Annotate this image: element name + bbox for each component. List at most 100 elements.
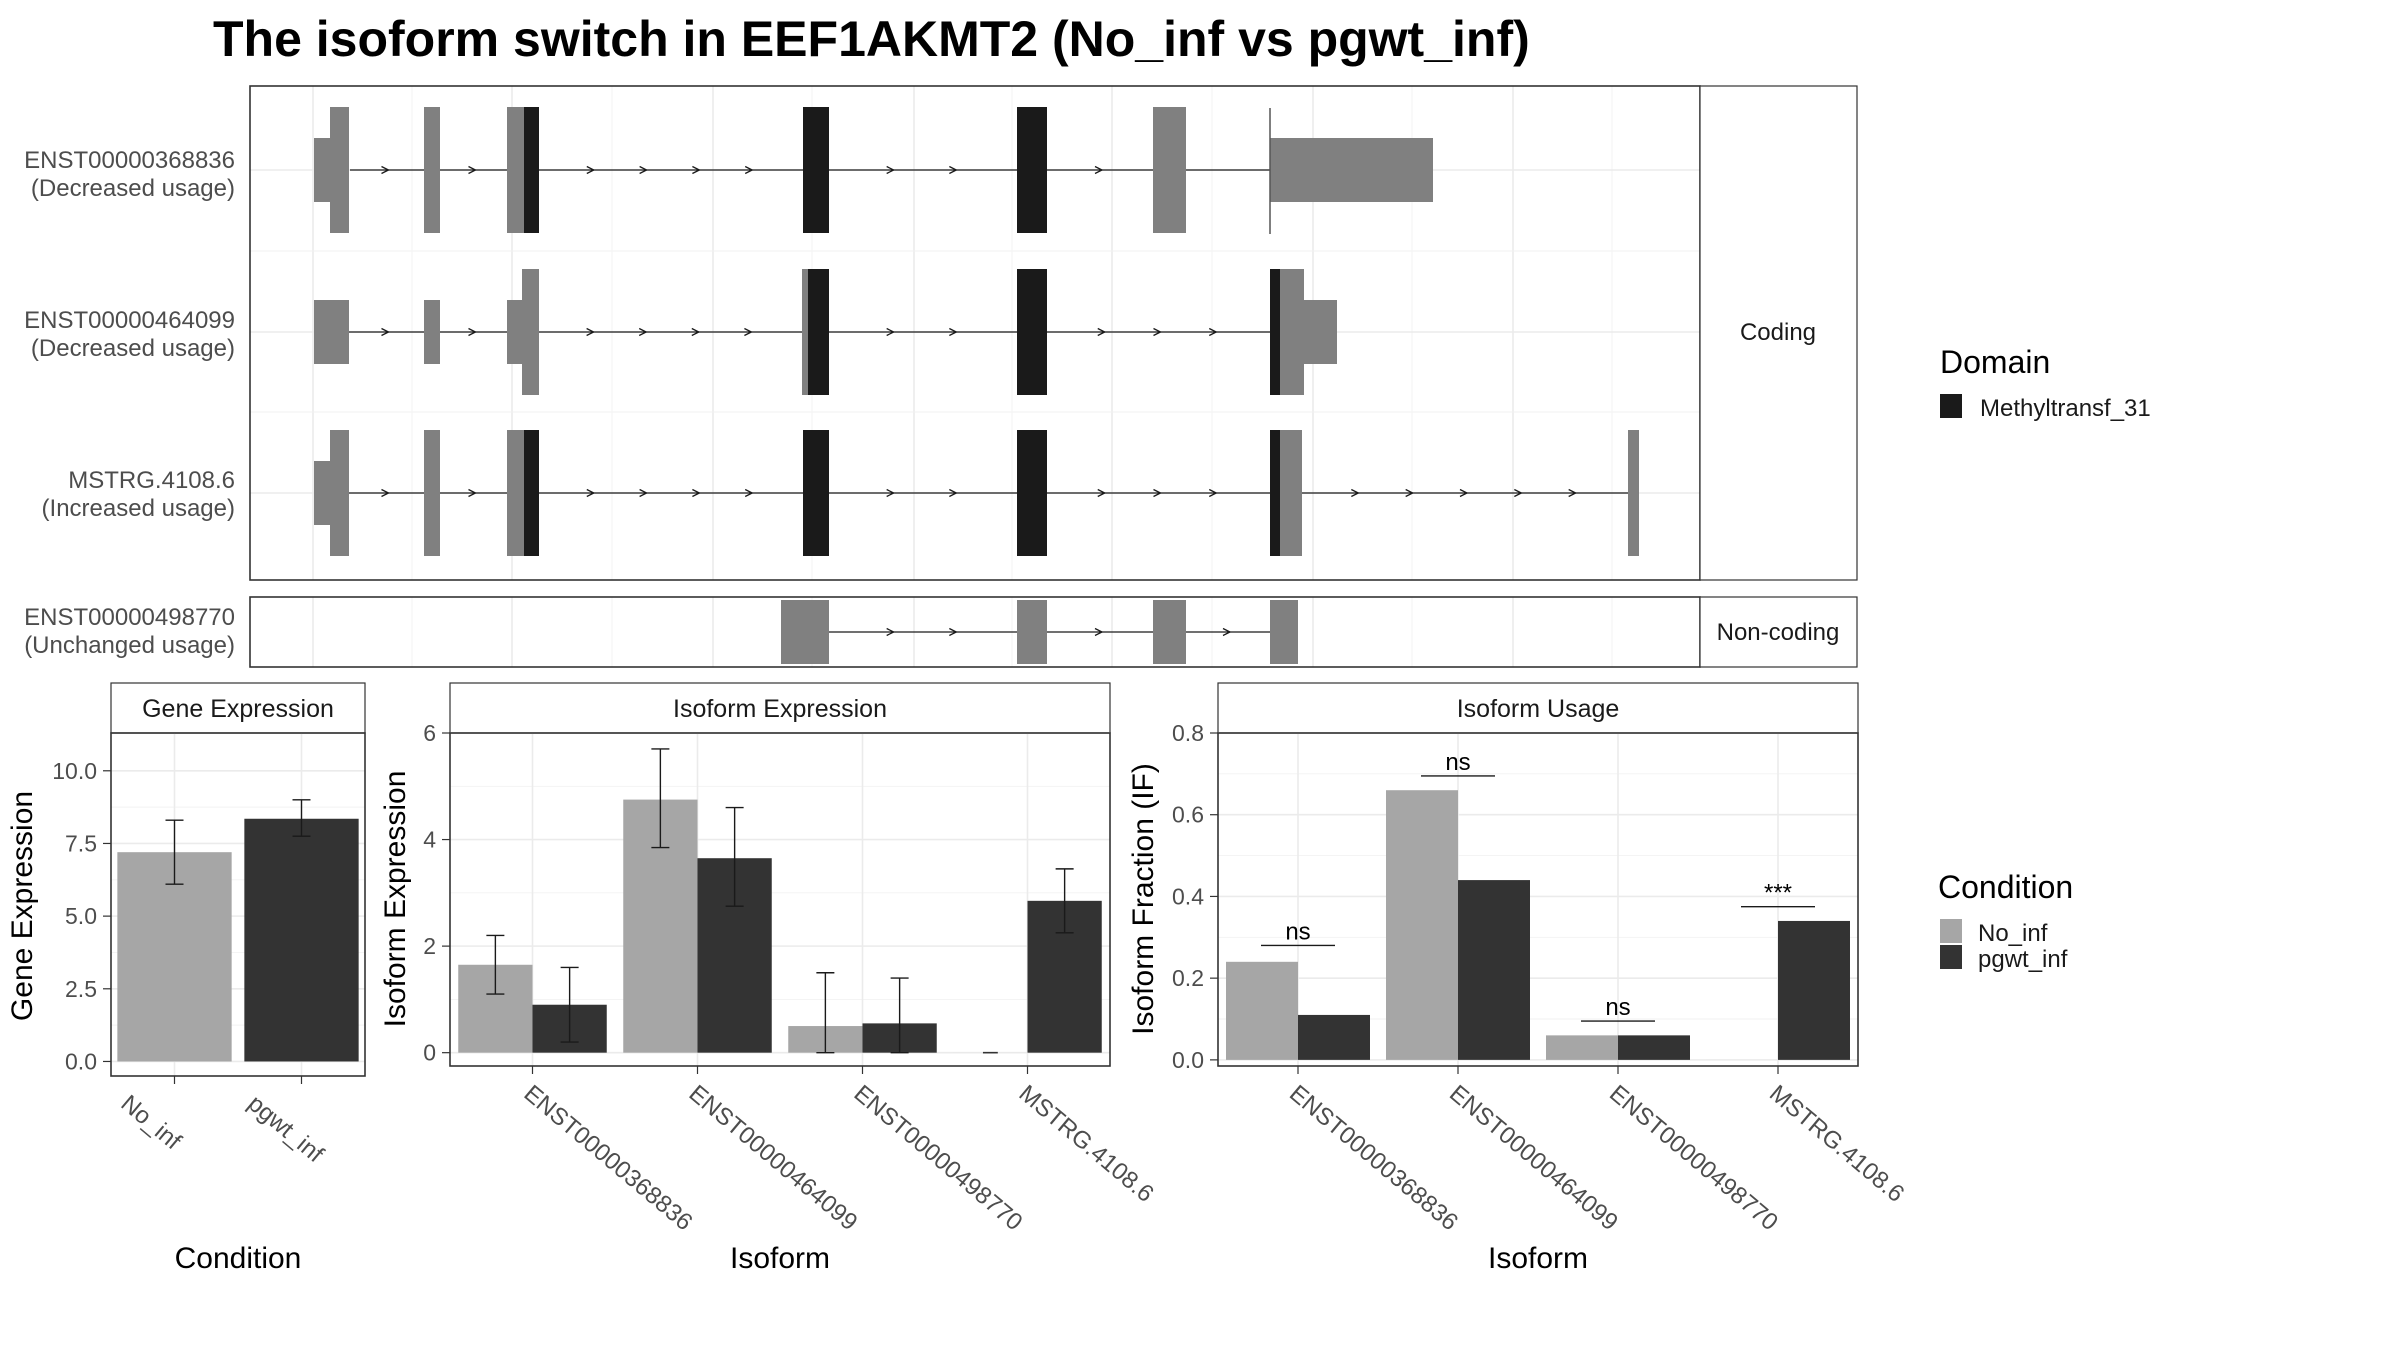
exon (1017, 600, 1047, 664)
intron-direction-arrow (886, 327, 896, 337)
significance-label: *** (1764, 880, 1792, 907)
exon (507, 430, 524, 556)
gene-expression-y-axis-title: Gene Expression (6, 791, 39, 1021)
isoform-expression-x-axis-title: Isoform (730, 1242, 830, 1275)
isoform-usage-y-axis-title: Isoform Fraction (IF) (1127, 763, 1160, 1035)
exon (330, 107, 349, 233)
exon (314, 138, 330, 202)
intron-direction-arrow (886, 488, 896, 498)
exon (1628, 430, 1639, 556)
bar-pgwt-inf (1298, 1014, 1370, 1060)
domain-exon (1270, 430, 1280, 556)
intron-direction-arrow (381, 165, 390, 175)
noncoding-panel: Non-coding (249, 596, 1858, 668)
intron-direction-arrow (381, 327, 390, 337)
bar-no-inf (1546, 1035, 1618, 1060)
exon (424, 430, 440, 556)
intron-direction-arrow (692, 165, 701, 175)
intron-direction-arrow (1153, 327, 1162, 337)
intron-direction-arrow (468, 327, 477, 337)
exon (424, 300, 440, 364)
exon (1280, 430, 1302, 556)
intron-direction-arrow (949, 165, 958, 175)
intron-direction-arrow (586, 488, 596, 498)
coding-transcripts (314, 107, 1639, 556)
intron-direction-arrow (468, 488, 477, 498)
exon (507, 107, 524, 233)
significance-label: ns (1605, 994, 1630, 1021)
exon (802, 269, 808, 395)
gene-expression-strip-title: Gene Expression (142, 695, 334, 723)
y-tick-label: 0 (423, 1040, 436, 1066)
condition-legend-label-pgwt-inf: pgwt_inf (1978, 946, 2068, 973)
intron-direction-arrow (1094, 627, 1104, 637)
intron-direction-arrow (744, 327, 753, 337)
domain-exon (803, 430, 829, 556)
condition-legend-key-no-inf (1940, 919, 1962, 943)
domain-exon (524, 430, 539, 556)
intron-direction-arrow (1222, 627, 1232, 637)
x-tick-label: No_inf (116, 1090, 187, 1155)
intron-direction-arrow (586, 165, 596, 175)
x-tick-label: ENST00000368836 (1284, 1080, 1463, 1236)
coding-panel: Coding (249, 85, 1858, 581)
isoform-expression-strip-title: Isoform Expression (673, 695, 887, 723)
y-tick-label: 2 (423, 933, 436, 959)
isoform-expression-plot: 0 2 4 6 ENST00000368836ENST00000464099ENST00… (423, 720, 1159, 1236)
exon (1153, 107, 1186, 233)
bar-no-inf (1386, 790, 1458, 1060)
transcript-labels: ENST00000368836 (Decreased usage) ENST00… (24, 147, 235, 659)
x-tick-label: ENST00000368836 (519, 1080, 698, 1236)
intron-direction-arrow (1097, 327, 1107, 337)
condition-legend-title: Condition (1938, 869, 2073, 905)
y-tick-label: 2.5 (65, 976, 97, 1002)
intron-direction-arrow (744, 165, 754, 175)
transcript-label-note: (Decreased usage) (31, 335, 235, 362)
noncoding-transcripts (781, 600, 1298, 664)
domain-exon (803, 107, 829, 233)
domain-legend-key (1940, 394, 1962, 418)
coding-strip-label: Coding (1740, 319, 1816, 346)
gene-expression-frame (110, 732, 366, 1077)
intron-direction-arrow (638, 327, 648, 337)
x-tick-label: ENST00000498770 (849, 1080, 1028, 1236)
isoform-expression-frame (449, 732, 1111, 1067)
intron-direction-arrow (586, 327, 596, 337)
bar-pgwt-inf (1458, 880, 1530, 1060)
x-tick-label: ENST00000464099 (1444, 1080, 1623, 1236)
transcript-label-note: (Unchanged usage) (24, 632, 235, 659)
transcript-label-id: MSTRG.4108.6 (68, 467, 235, 494)
bar-pgwt-inf (1778, 920, 1850, 1060)
exon (1304, 300, 1337, 364)
y-tick-label: 0.6 (1172, 802, 1204, 828)
transcript-label-note: (Increased usage) (42, 495, 235, 522)
noncoding-strip (1699, 596, 1858, 668)
intron-direction-arrow (949, 327, 958, 337)
isoform-expression-panel: Isoform Expression 0246ENST00000368836EN… (379, 682, 1159, 1275)
isoform-expression-y-axis-title: Isoform Expression (379, 771, 412, 1028)
intron-direction-arrow (1094, 165, 1104, 175)
intron-direction-arrow (1208, 488, 1218, 498)
intron-direction-arrow (1208, 327, 1218, 337)
exon (781, 600, 829, 664)
intron-direction-arrow (744, 488, 754, 498)
y-tick-label: 4 (423, 827, 436, 853)
domain-exon (808, 269, 829, 395)
significance-label: ns (1285, 918, 1310, 945)
isoform-usage-plot: 0.00.20.40.60.8ENST00000368836ENST000004… (1172, 720, 1909, 1236)
isoform-usage-strip (1217, 682, 1859, 734)
gene-expression-x-axis-title: Condition (175, 1242, 302, 1275)
exon (314, 300, 349, 364)
condition-legend: Condition No_inf pgwt_inf (1938, 869, 2073, 973)
y-tick-label: 5.0 (65, 903, 97, 929)
intron-direction-arrow (639, 165, 649, 175)
gene-expression-panel: Gene Expression 0.0 2.5 5.0 7.5 10.0 No_inf pg… (6, 682, 366, 1275)
figure-title: The isoform switch in EEF1AKMT2 (No_inf … (213, 11, 1530, 67)
domain-legend-title: Domain (1940, 344, 2050, 380)
bar-no-inf (117, 852, 232, 1062)
gene-expression-plot: 0.0 2.5 5.0 7.5 10.0 No_inf pgwt_inf (52, 733, 365, 1168)
intron-direction-arrow (1459, 488, 1469, 498)
exon (1270, 138, 1433, 202)
x-tick-label: MSTRG.4108.6 (1014, 1080, 1159, 1208)
